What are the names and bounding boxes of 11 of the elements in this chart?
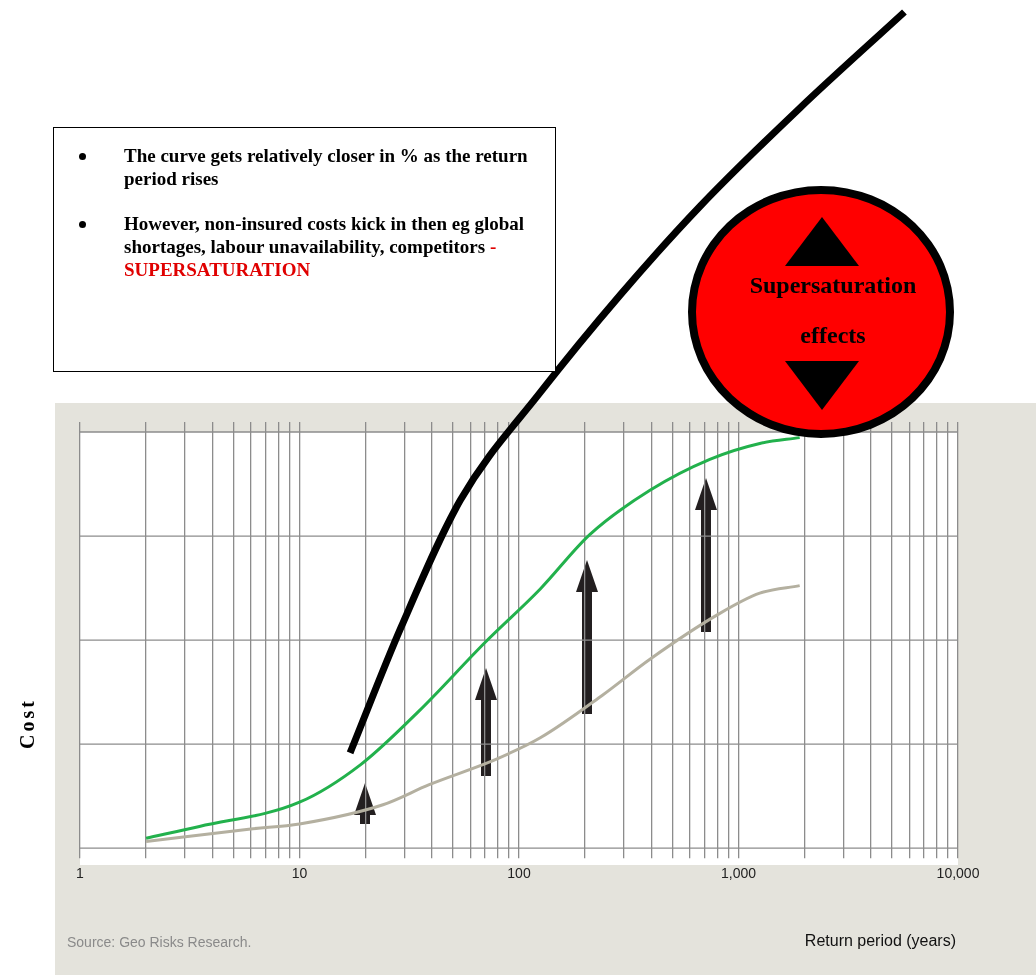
annotation: The curve gets relatively closer in % as the return period rises — [124, 144, 529, 190]
x-tick-label: 1 — [76, 865, 85, 882]
annotation: Supersaturation effects — [748, 271, 918, 350]
source-note: Source: Geo Risks Research. — [67, 934, 252, 950]
text-box: The curve gets relatively closer in % as the return period rises However, non-insured costs kick in then eg global shortages, labour unavailability, competitors - SUPERSATURATION — [53, 127, 556, 372]
x-tick-label: 100 — [507, 865, 531, 882]
x-tick-label: 10 — [291, 865, 308, 882]
y-axis-title: Cost — [15, 698, 39, 749]
x-tick-label: 1,000 — [720, 865, 757, 882]
x-axis-title: Return period (years) — [804, 932, 956, 950]
x-tick-label: 10,000 — [936, 865, 980, 882]
